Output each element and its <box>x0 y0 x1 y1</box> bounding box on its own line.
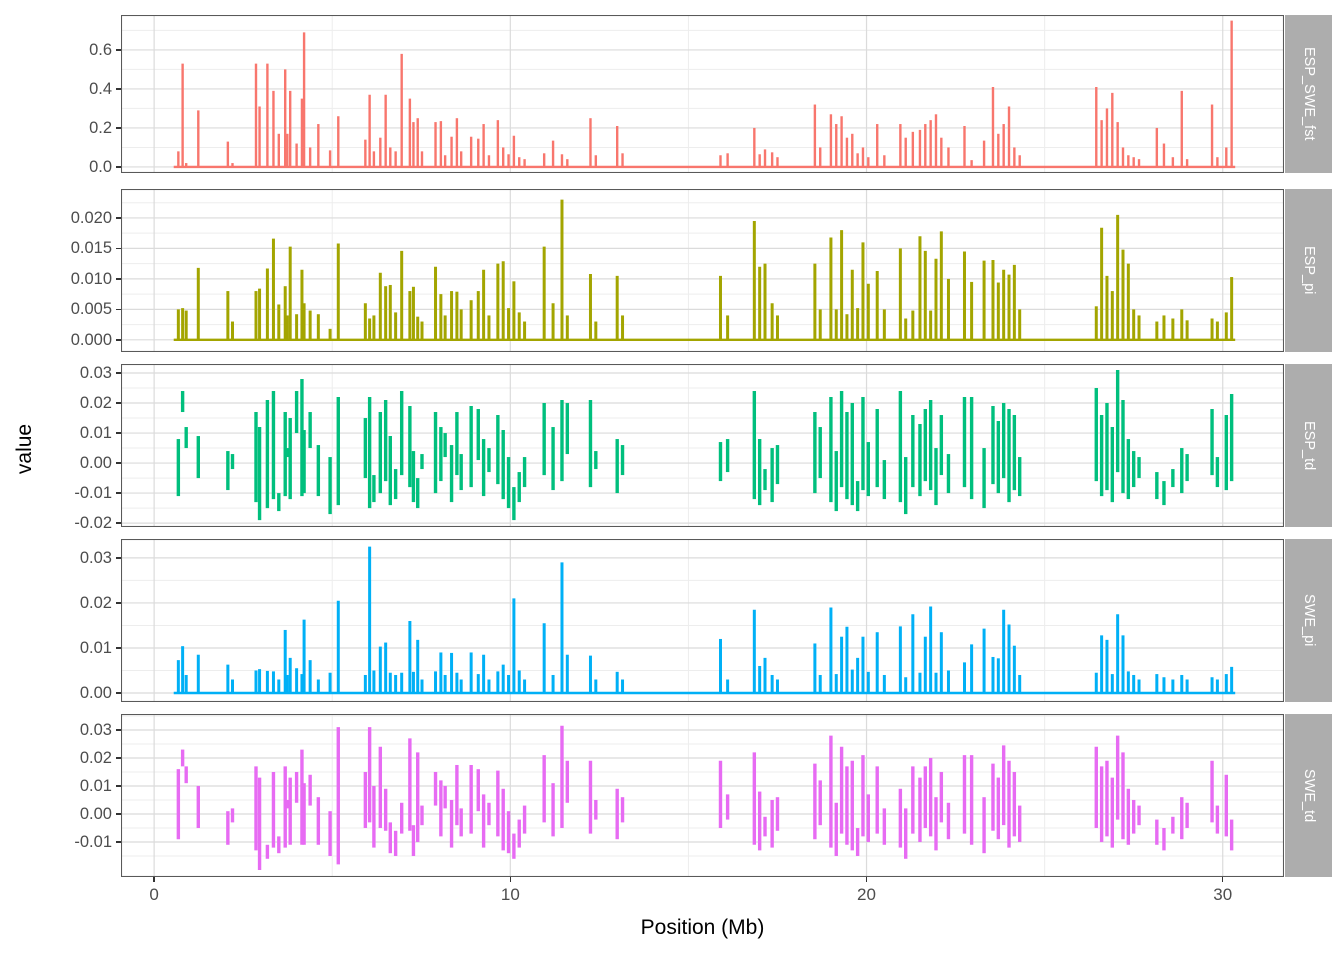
facet-strip-esp-swe-fst: ESP_SWE_fst <box>1285 15 1332 173</box>
y-tick-mark <box>116 49 121 51</box>
y-tick-label: 0.00 <box>79 804 112 823</box>
y-tick-label: 0.0 <box>89 157 112 176</box>
panel-border <box>121 714 1284 877</box>
y-tick-mark <box>116 785 121 787</box>
y-tick-mark <box>116 692 121 694</box>
y-tick-label: 0.02 <box>79 593 112 612</box>
y-tick-label: -0.02 <box>74 514 112 533</box>
facet-strip-swe-td: SWE_td <box>1285 714 1332 877</box>
panel-esp-swe-fst <box>121 15 1284 173</box>
y-tick-mark <box>116 813 121 815</box>
x-tick-label: 20 <box>857 885 876 904</box>
x-tick-mark <box>1221 877 1224 882</box>
y-tick-mark <box>116 432 121 434</box>
y-tick-label: 0.000 <box>70 330 112 349</box>
facet-strip-label: ESP_pi <box>1300 246 1317 295</box>
y-tick-label: 0.005 <box>70 300 112 319</box>
x-tick-label: 0 <box>149 885 159 904</box>
y-tick-label: 0.03 <box>79 720 112 739</box>
plot-area-swe-pi <box>121 539 1284 702</box>
series-swe-td <box>176 725 1234 870</box>
y-tick-mark <box>116 88 121 90</box>
y-tick-label: 0.00 <box>79 454 112 473</box>
plot-area-esp-pi <box>121 189 1284 352</box>
panel-swe-td <box>121 714 1284 877</box>
y-tick-mark <box>116 127 121 129</box>
facet-strip-esp-td: ESP_td <box>1285 364 1332 527</box>
y-tick-label: 0.01 <box>79 424 112 443</box>
facet-strip-label: ESP_SWE_fst <box>1300 47 1317 141</box>
facet-strip-label: SWE_td <box>1300 768 1317 823</box>
panel-esp-pi <box>121 189 1284 352</box>
y-tick-label: 0.020 <box>70 208 112 227</box>
facet-strip-swe-pi: SWE_pi <box>1285 539 1332 702</box>
y-tick-label: 0.4 <box>89 79 112 98</box>
panel-border <box>121 539 1284 702</box>
y-tick-mark <box>116 492 121 494</box>
facet-strip-label: SWE_pi <box>1300 594 1317 647</box>
facet-strip-label: ESP_td <box>1300 420 1317 471</box>
y-tick-mark <box>116 402 121 404</box>
plot-area-esp-td <box>121 364 1284 527</box>
y-tick-mark <box>116 647 121 649</box>
facet-strip-esp-pi: ESP_pi <box>1285 189 1332 352</box>
y-tick-label: 0.02 <box>79 748 112 767</box>
panel-border <box>121 189 1284 352</box>
y-tick-label: 0.2 <box>89 118 112 137</box>
plot-area-swe-td <box>121 714 1284 877</box>
y-tick-mark <box>116 522 121 524</box>
x-tick-label: 10 <box>500 885 520 904</box>
x-tick-mark <box>509 877 512 882</box>
y-tick-mark <box>116 339 121 341</box>
x-tick-mark <box>865 877 868 882</box>
y-tick-mark <box>116 757 121 759</box>
y-tick-label: 0.03 <box>79 364 112 382</box>
y-tick-mark <box>116 278 121 280</box>
y-tick-label: 0.00 <box>79 683 112 702</box>
y-tick-label: -0.01 <box>74 832 112 851</box>
y-tick-label: 0.010 <box>70 269 112 288</box>
x-tick-mark <box>153 877 155 882</box>
y-tick-label: 0.02 <box>79 394 112 413</box>
y-tick-mark <box>116 372 121 374</box>
panel-esp-td <box>121 364 1284 527</box>
y-tick-label: 0.03 <box>79 548 112 567</box>
y-tick-mark <box>116 166 121 168</box>
y-tick-mark <box>116 462 121 464</box>
y-tick-label: -0.01 <box>74 484 112 503</box>
y-tick-mark <box>116 217 121 219</box>
y-tick-label: 0.6 <box>89 40 112 59</box>
y-tick-label: 0.01 <box>79 776 112 795</box>
y-tick-mark <box>116 841 121 843</box>
series-esp-td <box>176 370 1234 521</box>
y-tick-label: 0.01 <box>79 638 112 657</box>
y-tick-mark <box>116 247 121 250</box>
panel-border <box>121 364 1284 527</box>
series-esp-pi <box>173 199 1236 342</box>
y-tick-label: 0.015 <box>70 239 112 258</box>
y-tick-mark <box>116 602 121 604</box>
x-axis-title: Position (Mb) <box>640 916 765 939</box>
x-tick-label: 30 <box>1213 885 1233 904</box>
series-esp-swe-fst <box>173 20 1236 169</box>
panel-swe-pi <box>121 539 1284 702</box>
plot-area-esp-swe-fst <box>121 15 1284 173</box>
y-tick-mark <box>116 557 121 559</box>
y-tick-mark <box>116 308 121 311</box>
panel-border <box>121 15 1284 173</box>
y-tick-mark <box>116 729 121 731</box>
series-swe-pi <box>173 546 1236 695</box>
